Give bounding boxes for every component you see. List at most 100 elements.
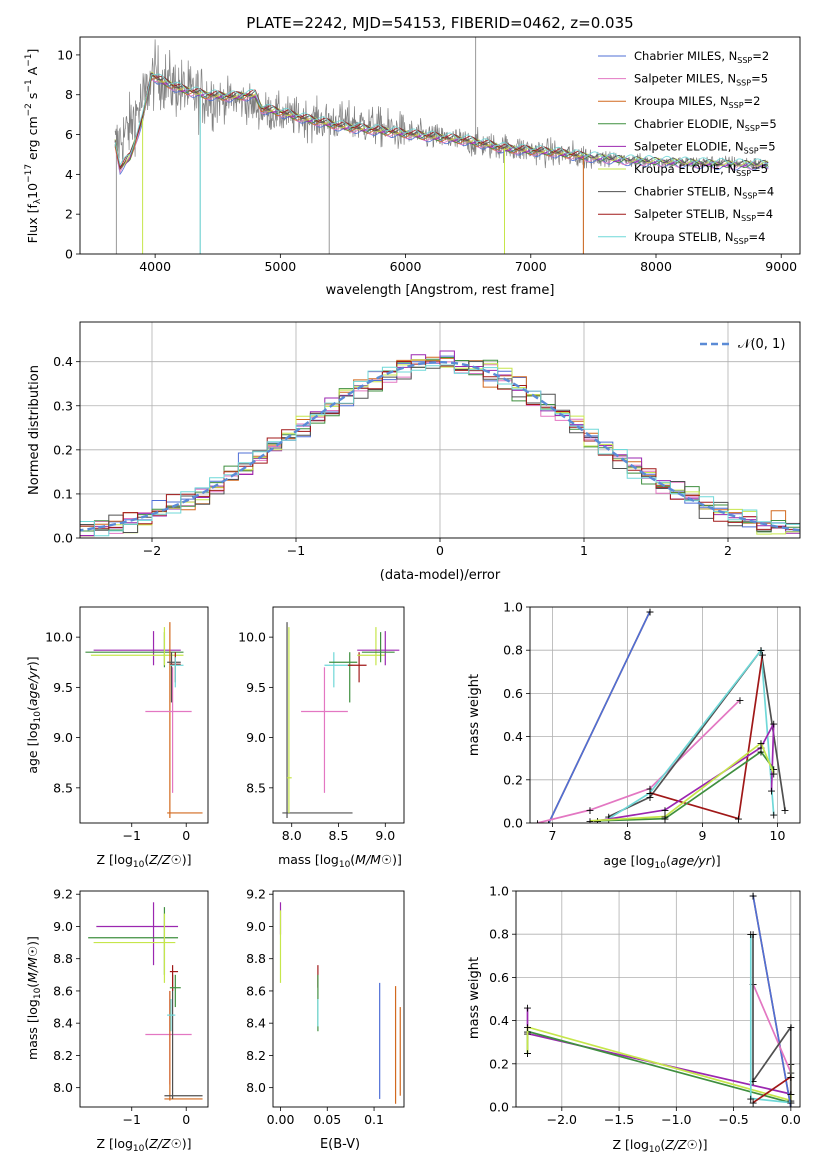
- weight-marker: +: [660, 813, 669, 826]
- model-spectrum: [114, 75, 769, 169]
- weight-marker: +: [769, 808, 778, 821]
- weight-line: [597, 750, 775, 822]
- y-axis-label: Normed distribution: [27, 365, 42, 495]
- weight-marker: +: [769, 767, 778, 780]
- x-tick-label: 1: [580, 543, 588, 558]
- weight-marker: +: [767, 785, 776, 798]
- axis-label: age [log10(age/yr)]: [603, 853, 720, 871]
- weight-marker: +: [523, 1021, 532, 1034]
- x-tick-label: −1: [287, 543, 305, 558]
- plot-area: [80, 322, 800, 538]
- y-tick-label: 0.2: [503, 772, 523, 787]
- weight-marker: +: [604, 811, 613, 824]
- y-tick-label: 2: [65, 207, 73, 222]
- axes-frame: [272, 890, 405, 1108]
- x-tick-label: 10: [770, 828, 786, 843]
- weight-marker: +: [645, 782, 654, 795]
- x-axis-label: wavelength [Angstrom, rest frame]: [326, 283, 555, 298]
- y-tick-label: 9.5: [246, 680, 266, 695]
- weight-marker: +: [746, 1092, 755, 1105]
- weight-marker: +: [756, 746, 765, 759]
- weight-marker: +: [533, 817, 542, 830]
- weight-marker: +: [748, 1075, 757, 1088]
- weight-marker: +: [780, 804, 789, 817]
- age-vs-mass-panel: 8.0 8.5 9.0 8.5 9.0 9.5 10.0 mass [log10(M/M☉)]: [238, 606, 405, 870]
- x-tick-label: −2: [143, 543, 161, 558]
- weight-marker: +: [756, 741, 765, 754]
- legend-gaussian-label: 𝒩(0, 1): [738, 337, 785, 352]
- x-tick-label: 8.5: [329, 828, 349, 843]
- x-tick-label: −1: [123, 828, 141, 843]
- y-tick-label: 9.2: [246, 887, 266, 902]
- y-tick-label: 0.3: [53, 398, 73, 413]
- y-tick-label: 8.4: [246, 1016, 266, 1031]
- weight-marker: +: [523, 1047, 532, 1060]
- x-tick-label: 0: [182, 828, 190, 843]
- x-tick-label: 6000: [390, 259, 422, 274]
- model-spectrum: [114, 74, 584, 170]
- residuals-panel: −2 −1 0 1 2 0.0 0.1 0.2 0.3 0.4 𝒩(0, 1) (data-model…: [27, 321, 801, 583]
- x-tick-label: 0: [436, 543, 444, 558]
- legend-label: Salpeter ELODIE, NSSP=5: [634, 139, 776, 155]
- weight-marker: +: [786, 1095, 795, 1108]
- axis-label: age [log10(age/yr)]: [25, 656, 43, 773]
- y-tick-label: 8.0: [53, 1080, 73, 1095]
- axes-frame: [79, 606, 209, 824]
- y-tick-label: 8.2: [53, 1048, 73, 1063]
- histogram-step: [80, 364, 800, 537]
- weight-line: [752, 1076, 792, 1104]
- weight-line: [608, 647, 775, 820]
- weight-marker: +: [523, 1047, 532, 1060]
- x-tick-label: 9.0: [375, 828, 395, 843]
- x-tick-label: 9: [699, 828, 707, 843]
- weight-line: [749, 934, 791, 1104]
- x-tick-label: −1.0: [661, 1112, 691, 1127]
- x-tick-label: 7: [549, 828, 557, 843]
- x-tick-label: 7000: [515, 259, 547, 274]
- x-axis-label: (data-model)/error: [380, 568, 501, 583]
- x-tick-label: −1.5: [604, 1112, 634, 1127]
- y-tick-label: 0.8: [503, 643, 523, 658]
- x-tick-label: 9000: [765, 259, 797, 274]
- x-tick-label: 0.1: [364, 1112, 384, 1127]
- y-axis-label: Flux [fλ10−17 erg cm−2 s−1 A−1]: [24, 49, 43, 244]
- legend-label: Chabrier STELIB, NSSP=4: [634, 185, 774, 201]
- axes-frame-group: 4000 5000 6000 7000 8000 9000 0 2 4 6 8 10 wavelengt…: [24, 36, 801, 298]
- weight-line: [752, 983, 792, 1073]
- axes-frame: [272, 606, 405, 824]
- y-tick-label: 0.4: [489, 1013, 509, 1028]
- y-tick-label: 0.0: [503, 816, 523, 831]
- x-tick-label: 4000: [139, 259, 171, 274]
- y-tick-label: 8: [65, 87, 73, 102]
- y-tick-label: 8.2: [246, 1048, 266, 1063]
- axes-frame-group: −1 0 8.0 8.2 8.4 8.6 8.8 9.0 9.2 Z [log10(Z/Z☉)] m…: [25, 887, 209, 1154]
- legend-label: Salpeter MILES, NSSP=5: [634, 72, 768, 88]
- gaussian-curve: [80, 360, 800, 532]
- y-tick-label: 10.0: [238, 630, 266, 645]
- weight-vs-Z-panel: +++++++++++++++++++++++ +++−2.0 −1.5 −1.0 −0…: [467, 884, 801, 1156]
- y-tick-label: 0.0: [489, 1100, 509, 1115]
- axes-frame-group: −1 0 8.5 9.0 9.5 10.0 Z [log10(Z/Z☉)] age [log1…: [25, 606, 209, 870]
- x-tick-label: 0.05: [313, 1112, 341, 1127]
- y-tick-label: 1.0: [503, 600, 523, 615]
- x-tick-label: 0: [182, 1112, 190, 1127]
- model-spectrum: [114, 71, 769, 169]
- mass-vs-Z-panel: −1 0 8.0 8.2 8.4 8.6 8.8 9.0 9.2 Z [log10(Z/Z☉)] m…: [25, 887, 209, 1154]
- legend-label: Chabrier ELODIE, NSSP=5: [634, 117, 777, 133]
- x-tick-label: 8.0: [282, 828, 302, 843]
- y-tick-label: 8.0: [246, 1080, 266, 1095]
- axes-frame: [79, 36, 801, 255]
- y-tick-label: 8.8: [53, 951, 73, 966]
- axes-frame-group: 8.0 8.5 9.0 8.5 9.0 9.5 10.0 mass [log10(M/M☉)]: [238, 606, 405, 870]
- weight-marker: +: [604, 813, 613, 826]
- x-tick-label: 0.00: [267, 1112, 295, 1127]
- y-tick-label: 9.5: [53, 680, 73, 695]
- weight-marker: +: [769, 718, 778, 731]
- axes-frame-group: 0.00 0.05 0.1 8.0 8.2 8.4 8.6 8.8 9.0 9.2 E(B-V): [246, 887, 405, 1152]
- plot-area: [114, 37, 769, 254]
- y-tick-label: 1.0: [489, 884, 509, 899]
- y-tick-label: 8.8: [246, 951, 266, 966]
- weight-marker: +: [756, 737, 765, 750]
- weight-marker: +: [786, 1088, 795, 1101]
- legend-label: Kroupa MILES, NSSP=2: [634, 94, 760, 110]
